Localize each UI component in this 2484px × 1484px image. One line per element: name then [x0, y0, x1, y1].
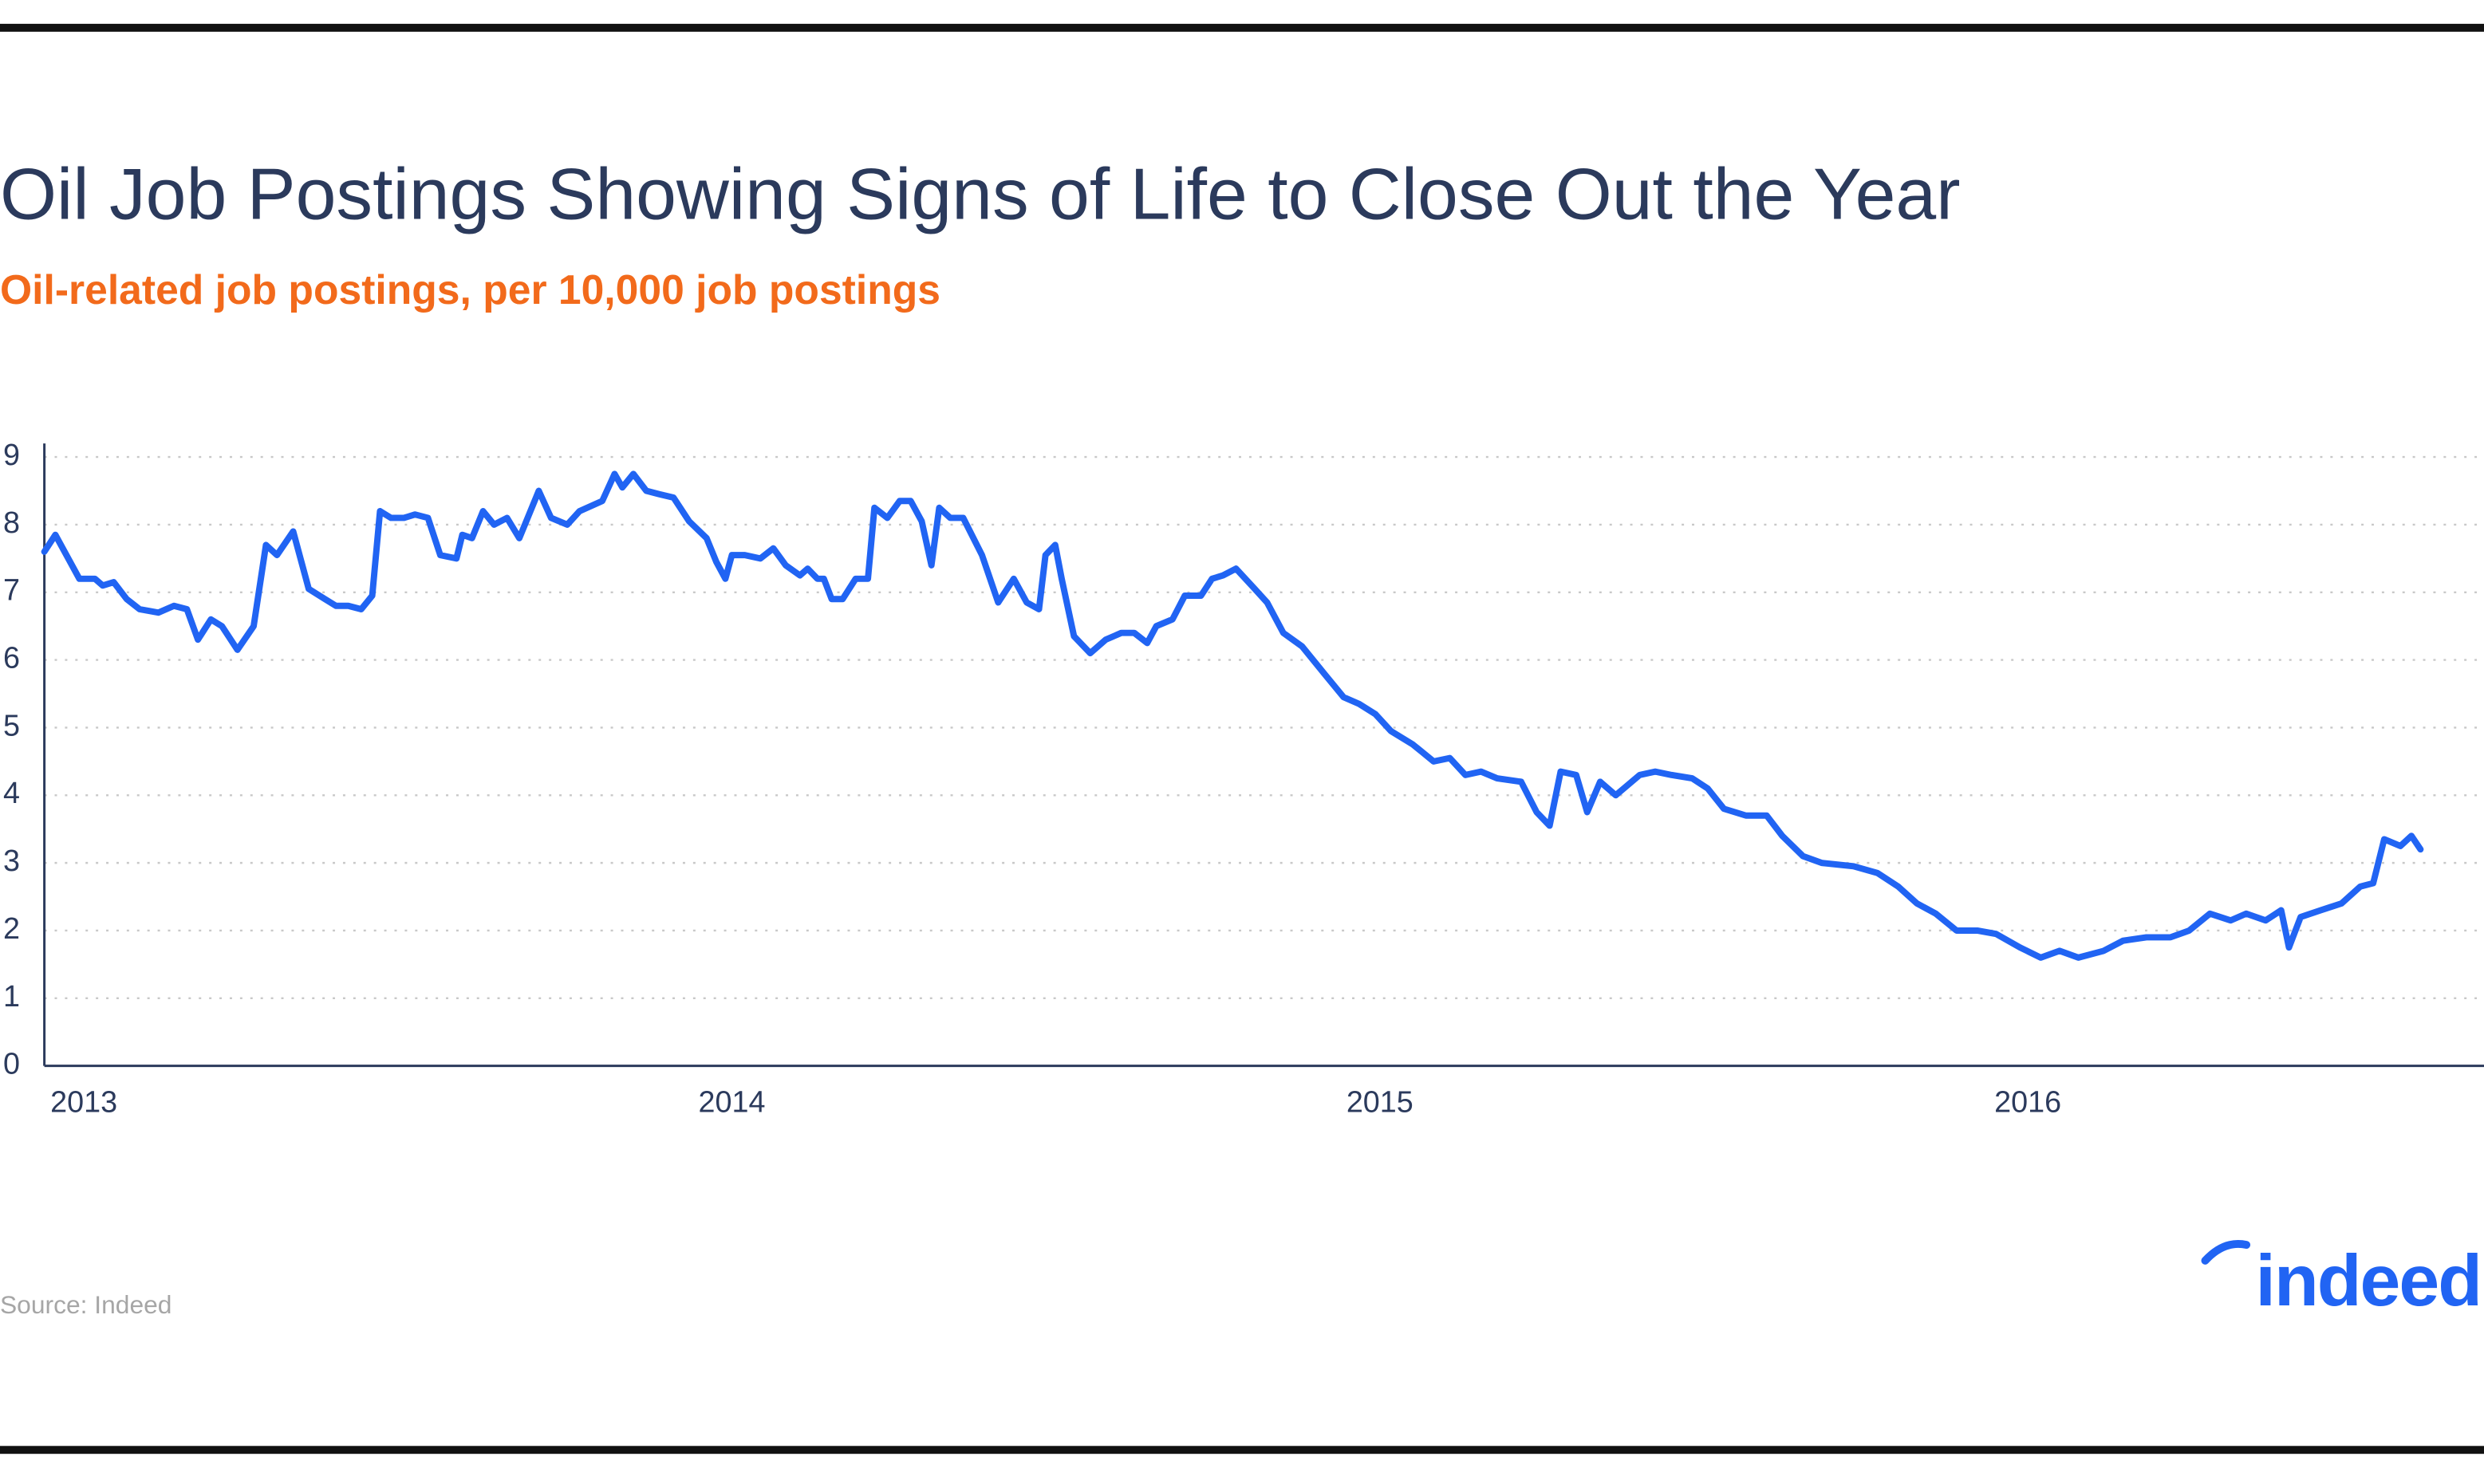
- y-tick-label: 8: [3, 506, 20, 539]
- x-tick-label: 2015: [1346, 1084, 1414, 1118]
- y-tick-label: 7: [3, 573, 20, 607]
- plot-area: 0 1 2 3 4 5 6 7 8 9 2013 2014 2015 2016: [3, 438, 2484, 1118]
- chart-title: Oil Job Postings Showing Signs of Life t…: [0, 153, 1961, 234]
- x-tick-label: 2016: [1994, 1084, 2061, 1118]
- data-line: [41, 470, 2424, 961]
- y-tick-label: 3: [3, 844, 20, 877]
- source-note: Source: Indeed: [0, 1290, 172, 1319]
- y-tick-label: 9: [3, 438, 20, 471]
- y-tick-label: 0: [3, 1047, 20, 1081]
- y-tick-label: 2: [3, 911, 20, 945]
- y-tick-label: 1: [3, 979, 20, 1013]
- x-tick-label: 2014: [699, 1084, 766, 1118]
- y-tick-label: 6: [3, 641, 20, 675]
- chart-subtitle: Oil-related job postings, per 10,000 job…: [0, 266, 940, 313]
- logo-arc: [2201, 1240, 2251, 1265]
- logo: indeed: [2256, 1240, 2481, 1321]
- top-rule: [0, 23, 2484, 32]
- bottom-rule: [0, 1446, 2484, 1454]
- y-tick-label: 5: [3, 708, 20, 742]
- x-tick-label: 2013: [50, 1084, 117, 1118]
- y-tick-label: 4: [3, 776, 20, 809]
